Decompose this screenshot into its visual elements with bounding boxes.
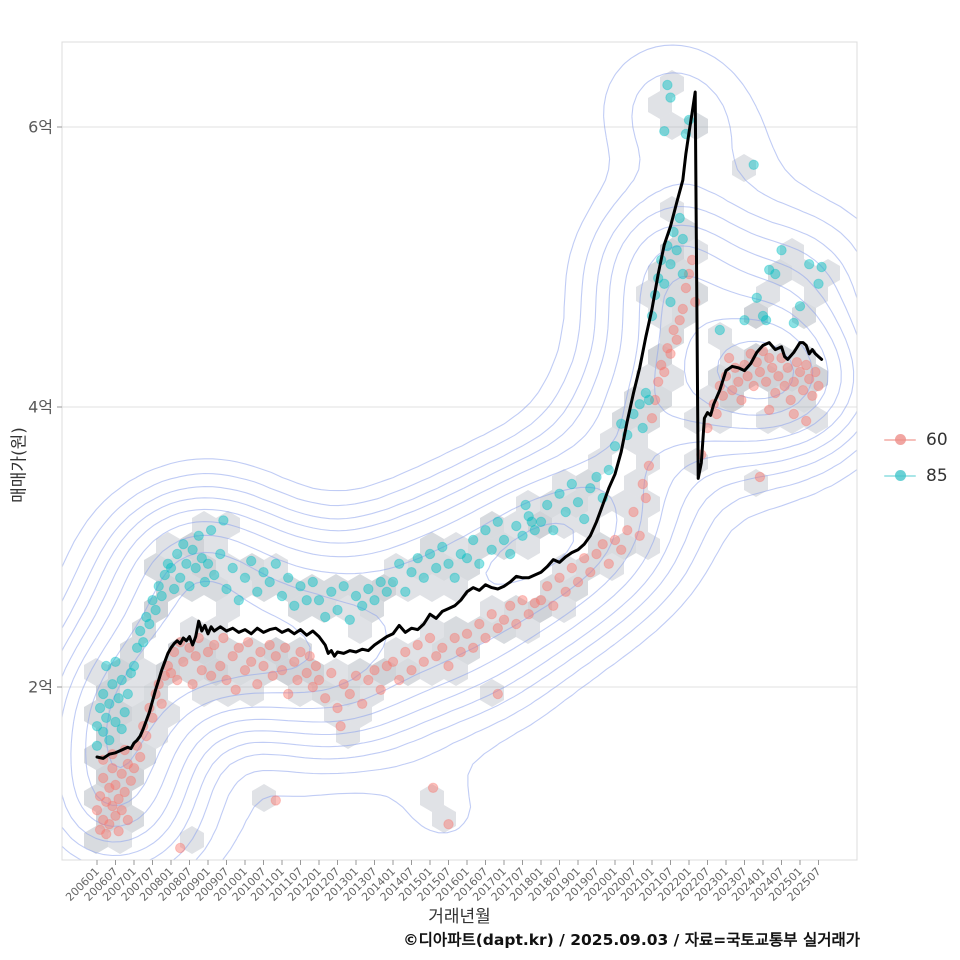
x-axis-ticks: 2006012006072007012007072008012008072009… — [63, 860, 824, 904]
y-axis-ticks: 2억 4억 6억 — [28, 118, 62, 697]
legend-dot-icon — [895, 434, 906, 445]
y-tick-label: 6억 — [28, 118, 53, 137]
trend-line — [95, 90, 824, 760]
legend-item-60: 60 — [884, 422, 948, 458]
legend-label-85: 85 — [926, 466, 948, 486]
legend-marker-85 — [884, 470, 916, 482]
contour-layer — [62, 44, 857, 860]
x-axis-title: 거래년월 — [428, 907, 491, 927]
gridlines — [62, 126, 857, 688]
y-tick-label: 2억 — [28, 678, 53, 697]
legend: 60 85 — [884, 422, 948, 494]
source-caption: ©디아파트(dapt.kr) / 2025.09.03 / 자료=국토교통부 실… — [403, 931, 860, 949]
legend-item-85: 85 — [884, 458, 948, 494]
scatter-layer-85 — [91, 79, 827, 751]
legend-marker-60 — [884, 434, 916, 446]
panel-border — [61, 41, 858, 861]
legend-label-60: 60 — [926, 430, 948, 450]
y-tick-label: 4억 — [28, 398, 53, 417]
y-axis-title: 매매가(원) — [9, 427, 30, 503]
legend-dot-icon — [895, 470, 906, 481]
